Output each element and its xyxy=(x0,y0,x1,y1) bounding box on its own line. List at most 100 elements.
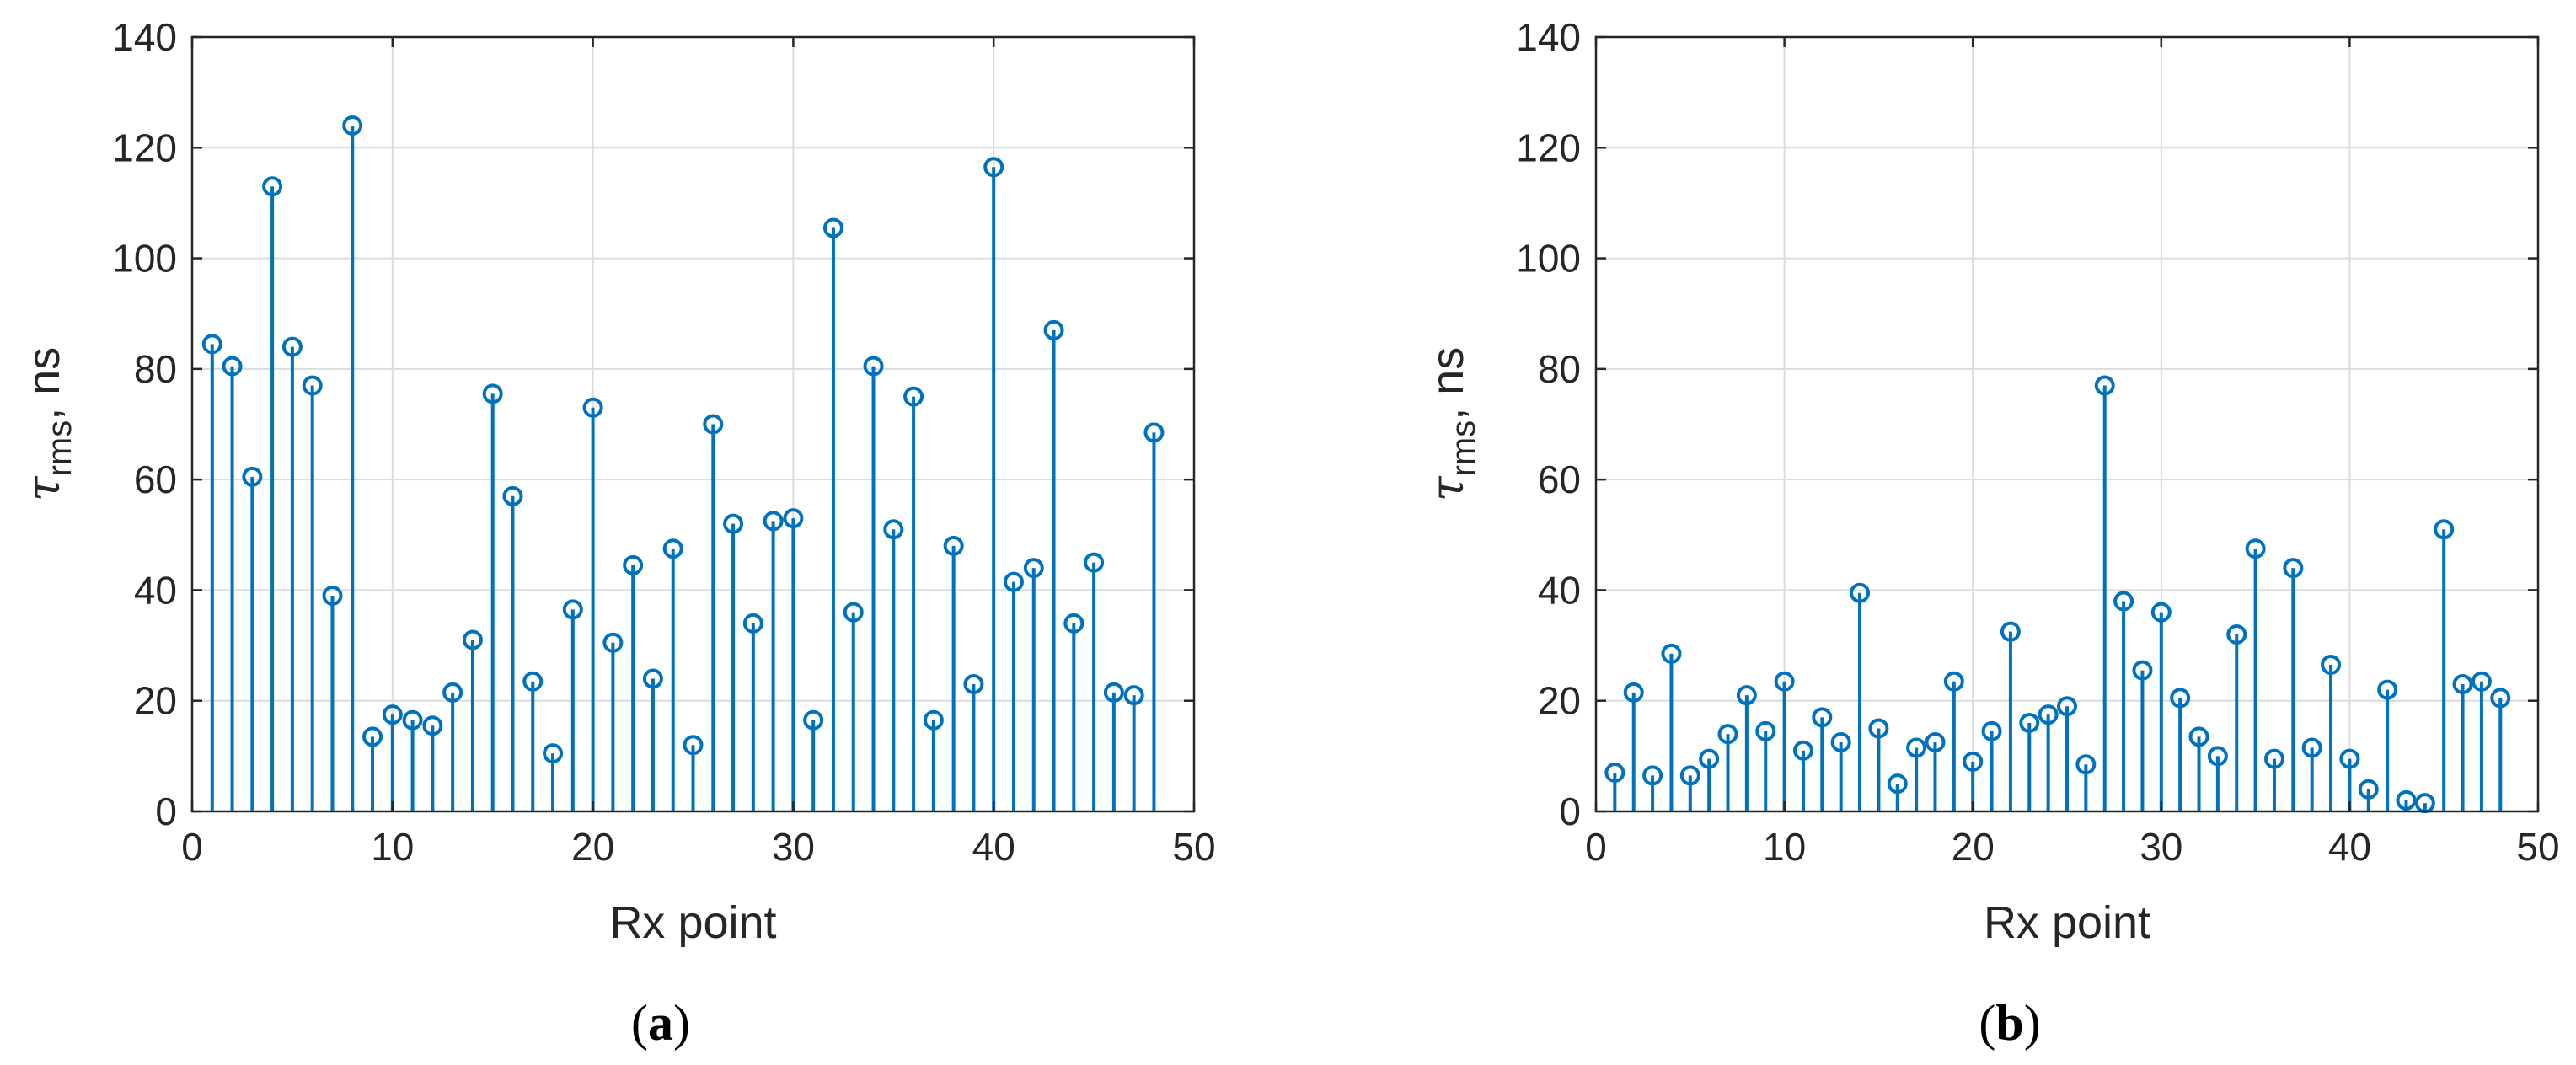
stem-marker xyxy=(2434,519,2455,540)
stem-marker xyxy=(2188,726,2209,747)
stem-marker xyxy=(422,715,443,736)
stem-marker xyxy=(2113,591,2134,612)
y-tick-label: 80 xyxy=(134,347,177,391)
y-axis-label-unit: , ns xyxy=(19,347,69,420)
stem-marker xyxy=(1043,319,1064,340)
stem-marker xyxy=(843,602,864,623)
y-tick-label: 100 xyxy=(1516,237,1581,281)
stem-marker xyxy=(1925,731,1946,752)
stem-marker xyxy=(1963,751,1984,772)
stem-marker xyxy=(1868,718,1889,739)
stem-marker xyxy=(903,386,924,407)
stem-marker xyxy=(662,538,683,559)
chart-panel-b: 0 10 20 30 40 50 0 20 40 60 80 100 120 140 Rx point τrm… xyxy=(1421,15,2560,1051)
stem-marker xyxy=(2038,704,2059,725)
y-tick-label: 60 xyxy=(1538,458,1581,501)
stem-marker xyxy=(1774,671,1795,692)
stem-marker xyxy=(382,704,403,725)
x-tick-label: 10 xyxy=(371,825,414,869)
stem-marker xyxy=(2000,621,2021,642)
stem-marker xyxy=(2452,674,2473,695)
y-tick-label: 40 xyxy=(134,568,177,612)
y-axis-label: τrms, ns xyxy=(17,347,78,502)
stem-marker xyxy=(1623,682,1644,703)
stem-marker xyxy=(2094,375,2115,396)
stem-marker xyxy=(1792,740,1813,761)
x-tick-label: 40 xyxy=(2328,825,2371,869)
stem-marker xyxy=(2057,696,2077,717)
stem-marker xyxy=(582,397,603,418)
stem-marker xyxy=(2358,779,2379,800)
stem-marker xyxy=(1103,682,1124,703)
stem-marker xyxy=(242,466,263,487)
stem-marker xyxy=(1850,582,1871,603)
x-tick-label: 0 xyxy=(181,825,203,869)
stem-marker xyxy=(1661,643,1682,664)
stem-marker xyxy=(1717,724,1738,745)
stem-marker xyxy=(2132,660,2153,681)
stem-marker xyxy=(362,726,383,747)
stem-marker xyxy=(2283,558,2304,579)
stem-marker xyxy=(1943,671,1964,692)
stem-marker xyxy=(322,585,343,606)
stem-marker xyxy=(2150,602,2172,623)
stem-marker xyxy=(1084,552,1105,573)
y-axis-label: τrms, ns xyxy=(1421,347,1482,502)
stem-marker xyxy=(983,157,1004,178)
stem-marker xyxy=(623,554,644,575)
y-tick-label: 140 xyxy=(112,15,177,59)
y-tick-label: 0 xyxy=(155,789,177,833)
x-tick-label: 50 xyxy=(2516,825,2559,869)
stem-marker xyxy=(963,674,984,695)
stem-marker xyxy=(602,632,624,653)
x-axis-label: Rx point xyxy=(609,897,776,948)
stem-marker xyxy=(562,599,583,620)
y-tick-label: 140 xyxy=(1516,15,1581,59)
stem-marker xyxy=(1887,773,1908,795)
axes-box xyxy=(190,35,1196,813)
stem-marker xyxy=(783,508,804,529)
stem-marker xyxy=(2245,538,2266,559)
stem-marker xyxy=(2263,748,2284,769)
stem-marker xyxy=(2321,655,2342,676)
y-axis-label-symbol: τ xyxy=(1421,475,1474,501)
y-tick-label: 40 xyxy=(1538,568,1581,612)
stem-marker xyxy=(1812,707,1833,728)
x-tick-label: 40 xyxy=(972,825,1015,869)
stem-marker xyxy=(302,375,323,396)
plot-area xyxy=(192,37,1194,811)
stem-marker xyxy=(1023,558,1044,579)
stem-marker xyxy=(1063,613,1084,634)
stem-marker xyxy=(1906,737,1927,758)
y-axis-label-symbol: τ xyxy=(17,475,70,501)
stem-marker xyxy=(442,682,463,703)
x-tick-label: 0 xyxy=(1585,825,1607,869)
stem-marker xyxy=(683,735,704,756)
x-tick-label: 50 xyxy=(1172,825,1215,869)
stem-marker xyxy=(2226,623,2247,645)
stem-marker xyxy=(2377,679,2398,700)
y-axis-label-subscript: rms xyxy=(41,420,78,477)
stem-marker xyxy=(2339,748,2360,769)
axes-box xyxy=(1594,35,2540,813)
stem-marker xyxy=(2170,688,2191,709)
stem-marker xyxy=(462,629,483,650)
stem-marker xyxy=(222,356,243,377)
stem-marker xyxy=(742,613,763,634)
stem-marker xyxy=(201,334,222,355)
stem-marker xyxy=(723,513,744,534)
y-tick-label: 20 xyxy=(1538,679,1581,723)
stem-marker xyxy=(2075,754,2097,775)
panel-label: (a) xyxy=(631,995,690,1051)
stem-marker xyxy=(1143,422,1165,443)
stem-marker xyxy=(2301,737,2322,758)
stem-marker xyxy=(502,485,523,506)
x-tick-label: 30 xyxy=(2140,825,2182,869)
stem-marker xyxy=(943,535,964,556)
stem-marker xyxy=(1981,720,2002,741)
y-tick-label: 120 xyxy=(112,126,177,169)
stem-marker xyxy=(522,671,544,692)
stem-marker xyxy=(642,668,663,689)
stem-marker xyxy=(262,176,283,197)
